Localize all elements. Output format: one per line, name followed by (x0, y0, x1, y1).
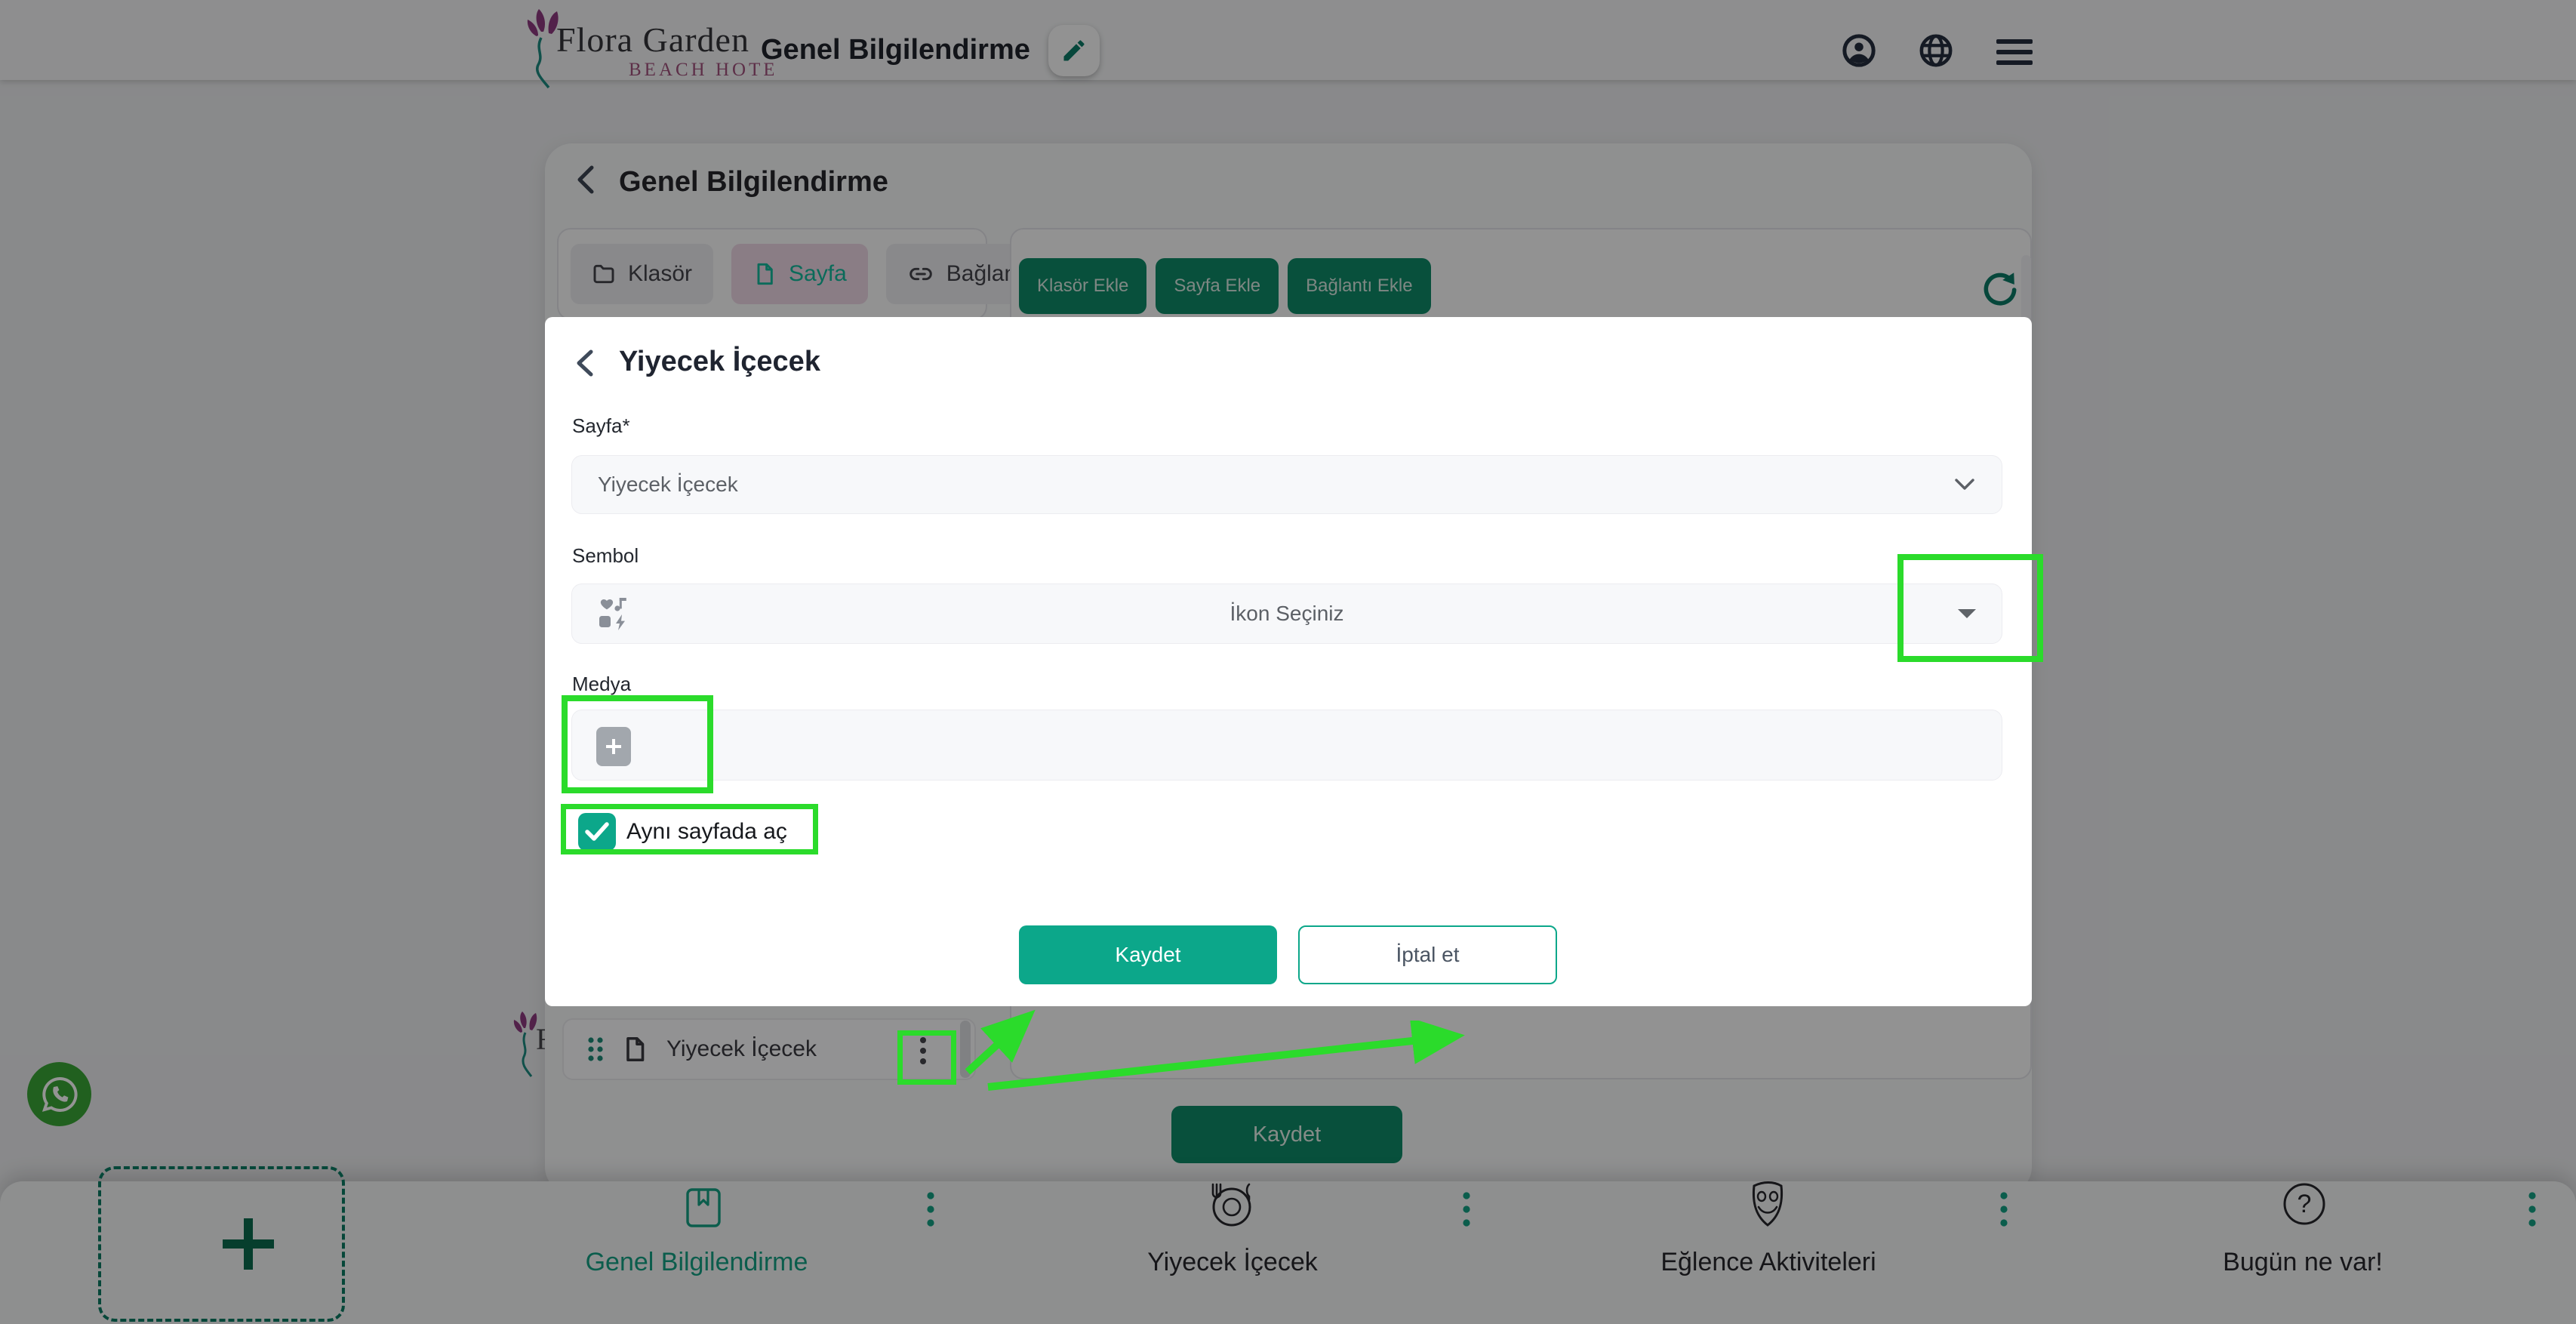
tab-sayfa-label: Sayfa (789, 261, 847, 286)
page-back-icon[interactable] (575, 165, 596, 195)
same-page-checkbox[interactable] (578, 813, 616, 851)
modal-back-icon[interactable] (575, 349, 595, 377)
annotation-arrow-long (987, 1021, 1465, 1091)
restaurant-icon[interactable] (1208, 1183, 1255, 1228)
nav-kebab-icon[interactable] (925, 1190, 936, 1230)
book-bookmark-icon[interactable] (685, 1187, 722, 1229)
list-item-label: Yiyecek İçecek (666, 1036, 817, 1061)
sayfa-ekle-button[interactable]: Sayfa Ekle (1156, 258, 1279, 314)
svg-text:?: ? (2297, 1190, 2312, 1218)
panel-scrollbar[interactable] (2021, 255, 2031, 322)
sembol-field-label: Sembol (572, 544, 639, 567)
account-icon[interactable] (1842, 33, 1876, 68)
question-circle-icon[interactable]: ? (2282, 1181, 2327, 1227)
menu-hamburger-icon[interactable] (1996, 39, 2033, 65)
plus-icon (606, 739, 621, 754)
tab-klasor-label: Klasör (628, 261, 693, 286)
theater-mask-icon[interactable] (1748, 1181, 1787, 1228)
annotation-box-kebab (897, 1030, 956, 1085)
caret-down-icon[interactable] (1956, 608, 1977, 620)
page-card-title: Genel Bilgilendirme (619, 166, 888, 198)
flora-garden-logo: Flora Garden BEACH HOTEL (527, 9, 774, 89)
page-title: Genel Bilgilendirme (761, 34, 1030, 66)
sayfa-select-value: Yiyecek İçecek (598, 473, 738, 496)
nav-item-yiyecek-icecek[interactable]: Yiyecek İçecek (1147, 1248, 1318, 1276)
file-icon (757, 263, 773, 285)
list-scrollbar[interactable] (960, 1021, 971, 1078)
add-nav-item-dropzone[interactable] (98, 1166, 345, 1322)
modal-cancel-button[interactable]: İptal et (1298, 925, 1557, 984)
kebab-menu-icon[interactable] (919, 1035, 928, 1068)
modal-title: Yiyecek İçecek (619, 346, 820, 377)
chevron-down-icon (1955, 479, 1974, 490)
annotation-arrow-short (965, 1009, 1036, 1075)
page-save-button[interactable]: Kaydet (1171, 1106, 1402, 1163)
check-icon (585, 822, 609, 841)
baglanti-ekle-button[interactable]: Bağlantı Ekle (1288, 258, 1431, 314)
annotation-box-checkbox (561, 804, 818, 854)
nav-kebab-icon[interactable] (1461, 1190, 1472, 1230)
nav-kebab-icon[interactable] (2527, 1190, 2538, 1230)
klasor-ekle-button[interactable]: Klasör Ekle (1019, 258, 1147, 314)
file-icon (626, 1036, 645, 1062)
svg-text:BEACH HOTEL: BEACH HOTEL (629, 60, 774, 80)
plus-icon (222, 1218, 274, 1270)
icon-picker[interactable]: İkon Seçiniz (571, 583, 2002, 644)
modal-save-button[interactable]: Kaydet (1019, 925, 1277, 984)
edit-button[interactable] (1048, 25, 1100, 76)
pencil-icon (1063, 40, 1085, 61)
same-page-checkbox-label: Aynı sayfada aç (626, 819, 787, 844)
app-header: Flora Garden BEACH HOTEL Genel Bilgilend… (0, 0, 2576, 89)
bottom-navigation: Genel Bilgilendirme Yiyecek İçecek Eğlen… (0, 1181, 2576, 1324)
folder-icon (593, 264, 614, 284)
icon-picker-placeholder: İkon Seçiniz (1230, 602, 1344, 625)
whatsapp-button[interactable] (27, 1062, 91, 1126)
nav-item-bugun-ne-var[interactable]: Bugün ne var! (2223, 1248, 2383, 1276)
sayfa-select[interactable]: Yiyecek İçecek (571, 455, 2002, 514)
media-field (571, 710, 2002, 781)
nav-kebab-icon[interactable] (1999, 1190, 2009, 1230)
tab-klasor[interactable]: Klasör (571, 244, 714, 304)
list-item-yiyecek-icecek[interactable]: Yiyecek İçecek (562, 1018, 976, 1080)
nav-item-genel-bilgilendirme[interactable]: Genel Bilgilendirme (585, 1248, 808, 1276)
media-add-button[interactable] (596, 727, 631, 766)
nav-item-eglence-aktiviteleri[interactable]: Eğlence Aktiviteleri (1660, 1248, 1876, 1276)
sayfa-field-label: Sayfa* (572, 414, 630, 437)
interests-icon (599, 598, 626, 630)
drag-handle-icon[interactable] (585, 1034, 606, 1064)
medya-field-label: Medya (572, 673, 632, 695)
svg-text:Flora Garden: Flora Garden (556, 20, 749, 59)
refresh-icon[interactable] (1979, 269, 2021, 311)
link-icon (909, 267, 932, 281)
language-globe-icon[interactable] (1919, 33, 1953, 68)
annotation-box-caret (1897, 554, 2043, 662)
tab-sayfa[interactable]: Sayfa (731, 244, 868, 304)
annotation-box-media-add (562, 695, 713, 793)
whatsapp-icon (42, 1076, 78, 1112)
edit-page-modal: Yiyecek İçecek Sayfa* Yiyecek İçecek Sem… (545, 317, 2032, 1006)
